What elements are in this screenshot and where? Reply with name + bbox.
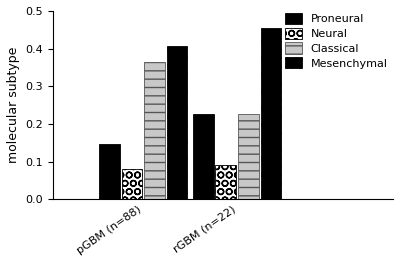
Legend: Proneural, Neural, Classical, Mesenchymal: Proneural, Neural, Classical, Mesenchyma…: [285, 13, 388, 68]
Bar: [193, 114, 214, 199]
Bar: [238, 114, 259, 199]
Y-axis label: molecular subtype: molecular subtype: [7, 47, 20, 163]
Bar: [122, 169, 142, 199]
Bar: [144, 62, 165, 199]
Bar: [167, 46, 187, 199]
Bar: [216, 165, 236, 199]
Bar: [260, 28, 281, 199]
Bar: [99, 144, 120, 199]
